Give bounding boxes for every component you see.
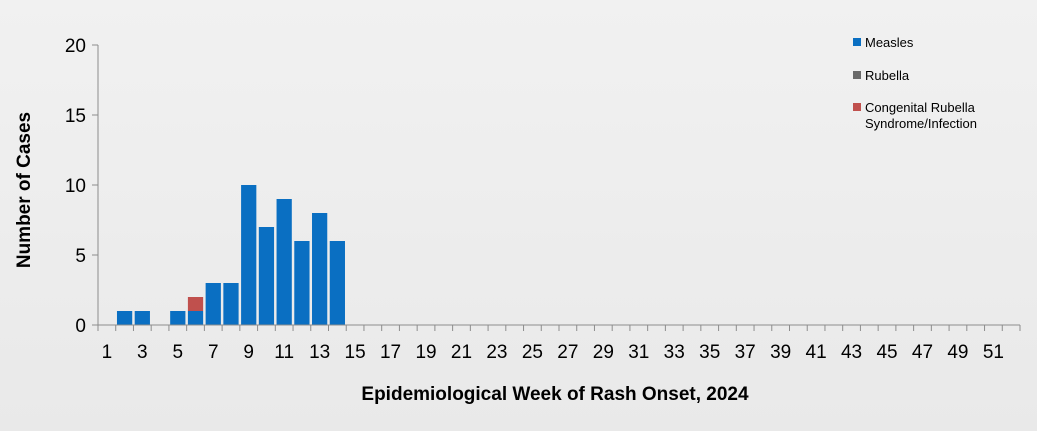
- x-tick-label: 17: [380, 342, 401, 363]
- x-tick-label: 5: [172, 342, 183, 363]
- bar-measles-week-10: [258, 227, 275, 325]
- bar-measles-week-11: [276, 199, 292, 325]
- bar-congenital-rubella-syndrome-infection-week-6: [187, 297, 204, 311]
- x-tick-label: 41: [806, 342, 827, 363]
- x-tick-label: 9: [243, 342, 254, 363]
- y-axis-ticks: 0 5 10 15 20: [65, 36, 98, 337]
- bar-measles-week-13: [312, 213, 328, 325]
- x-tick-label: 19: [415, 342, 436, 363]
- x-tick-label: 49: [947, 342, 968, 363]
- legend-label-congenital-rubella-line2: Syndrome/Infection: [865, 116, 977, 131]
- y-tick-label: 10: [65, 176, 86, 197]
- legend-item-congenital-rubella: Congenital Rubella Syndrome/Infection: [853, 100, 978, 131]
- x-tick-label: 37: [735, 342, 756, 363]
- x-tick-label: 25: [522, 342, 543, 363]
- x-tick-label: 47: [912, 342, 933, 363]
- x-tick-label: 39: [770, 342, 791, 363]
- bar-measles-week-14: [329, 241, 345, 325]
- y-tick-label: 20: [65, 36, 86, 57]
- legend-swatch-congenital-rubella: [853, 103, 861, 111]
- legend-swatch-rubella: [853, 71, 861, 79]
- legend-item-rubella: Rubella: [853, 68, 910, 83]
- x-tick-label: 27: [557, 342, 578, 363]
- legend-swatch-measles: [853, 38, 861, 46]
- x-axis-title: Epidemiological Week of Rash Onset, 2024: [361, 384, 749, 405]
- x-tick-label: 31: [628, 342, 649, 363]
- x-tick-label: 35: [699, 342, 720, 363]
- bar-measles-week-3: [134, 311, 150, 325]
- bars-group: [116, 185, 345, 325]
- bar-measles-week-5: [170, 311, 186, 325]
- legend: Measles Rubella Congenital Rubella Syndr…: [853, 35, 978, 131]
- x-tick-label: 15: [345, 342, 366, 363]
- x-tick-label: 1: [102, 342, 113, 363]
- x-tick-label: 29: [593, 342, 614, 363]
- legend-item-measles: Measles: [853, 35, 914, 50]
- y-tick-label: 15: [65, 106, 86, 127]
- x-tick-label: 23: [486, 342, 507, 363]
- x-tick-label: 45: [876, 342, 897, 363]
- y-axis-title: Number of Cases: [14, 112, 35, 268]
- legend-label-measles: Measles: [865, 35, 914, 50]
- bar-measles-week-6: [187, 311, 204, 325]
- x-tick-label: 33: [664, 342, 685, 363]
- x-tick-label: 13: [309, 342, 330, 363]
- bar-measles-week-7: [205, 283, 221, 325]
- bar-measles-week-9: [241, 185, 257, 325]
- bar-measles-week-12: [294, 241, 310, 325]
- x-tick-label: 11: [274, 342, 294, 363]
- x-tick-label: 43: [841, 342, 862, 363]
- bar-measles-week-8: [223, 283, 239, 325]
- legend-label-rubella: Rubella: [865, 68, 910, 83]
- legend-label-congenital-rubella-line1: Congenital Rubella: [865, 100, 976, 115]
- y-tick-label: 5: [75, 246, 86, 267]
- x-tick-label: 7: [208, 342, 219, 363]
- x-axis-ticks: 1 3 5 7 9 11 13 15 17 19 21 23 25 27 29 31 33 35 37 39 41 43 4…: [97, 325, 1021, 363]
- x-tick-label: 3: [137, 342, 148, 363]
- legend-label-congenital-rubella: Congenital Rubella Syndrome/Infection: [865, 100, 978, 131]
- y-tick-label: 0: [75, 316, 86, 337]
- x-tick-label: 51: [983, 342, 1004, 363]
- x-tick-label: 21: [451, 342, 472, 363]
- bar-measles-week-2: [116, 311, 133, 325]
